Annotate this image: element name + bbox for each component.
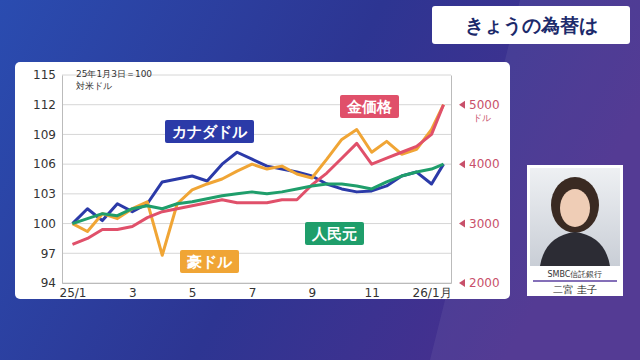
tick: 109 (33, 128, 62, 142)
grid-line (62, 134, 451, 135)
tick-label: 5000 (469, 98, 500, 112)
grid-line (62, 223, 451, 224)
y2-axis: 2000 3000 4000 5000 (451, 76, 500, 291)
series-label-text: 金価格 (346, 98, 393, 116)
tick: 9 (309, 283, 317, 300)
tick-label: 2000 (469, 276, 500, 290)
series-label-box (180, 250, 239, 273)
series-label: 金価格 (340, 95, 399, 118)
tick: 5 (189, 283, 197, 300)
tick: 3 (129, 283, 137, 300)
series-line (72, 105, 443, 256)
tick-label: 9 (309, 286, 317, 300)
speaker-hair (551, 177, 599, 233)
y-axis: 94 97 100 103 106 109 112 115 (33, 68, 62, 290)
series-label: 人民元 (305, 222, 364, 245)
chart-panel (15, 62, 510, 299)
tick-label: 103 (33, 187, 56, 201)
series-labels: カナダドル豪ドル 金価格人民元 (165, 95, 399, 273)
speaker-face (560, 189, 590, 227)
series-label: カナダドル (165, 120, 254, 143)
y2-axis-title: ドル (473, 113, 491, 123)
tick: 3000 (451, 217, 500, 231)
chart-root: きょうの為替は 25/1 3 5 7 9 11 26/1月 94 97 100 103 106 109 11… (0, 0, 640, 360)
background (0, 0, 640, 360)
y-axis-title: 対米ドル (76, 81, 112, 91)
tick: 115 (33, 68, 62, 82)
tick: 26/1月 (413, 283, 452, 300)
tick-label: 94 (41, 276, 56, 290)
axis-line (62, 76, 63, 284)
tick-label: 7 (249, 286, 257, 300)
tick: 97 (41, 247, 62, 261)
series-label-text: 豪ドル (186, 253, 233, 271)
speaker-company: SMBC信託銀行 (548, 270, 603, 279)
tick: 4000 (451, 157, 500, 171)
axis-line (63, 283, 452, 284)
tick: 2000 (451, 276, 500, 290)
tick-label: 3 (129, 286, 137, 300)
x-axis: 25/1 3 5 7 9 11 26/1月 (59, 283, 451, 300)
tick-label: 3000 (469, 217, 500, 231)
y2-tick-pointers (459, 101, 465, 287)
tick: 7 (249, 283, 257, 300)
grid (62, 75, 451, 283)
tick: 5000 (451, 98, 500, 112)
tick-label: 112 (33, 98, 56, 112)
speaker-divider (533, 280, 617, 282)
tick-pointer (459, 101, 465, 109)
grid-line (62, 283, 451, 284)
tick-label: 106 (33, 157, 56, 171)
tick: 106 (33, 157, 62, 171)
tick: 94 (41, 276, 62, 290)
tick-label: 100 (33, 217, 56, 231)
tick: 11 (365, 283, 380, 300)
tick: 112 (33, 98, 62, 112)
series-line (72, 164, 443, 223)
series-label-box (305, 222, 364, 245)
series-label-box (165, 120, 254, 143)
header-box (432, 6, 630, 44)
series-label-box (340, 95, 399, 118)
tick-label: 25/1 (59, 286, 86, 300)
speaker-photo (530, 168, 620, 266)
tick: 25/1 (59, 283, 86, 300)
tick-label: 4000 (469, 157, 500, 171)
header-title: きょうの為替は (465, 14, 598, 37)
speaker-body (540, 232, 610, 266)
tick-label: 5 (189, 286, 197, 300)
series-label-text: カナダドル (172, 123, 248, 141)
speaker-panel: SMBC信託銀行二宮 圭子 (527, 165, 623, 296)
tick-pointer (459, 279, 465, 287)
tick-pointer (459, 160, 465, 168)
tick-label: 115 (33, 68, 56, 82)
grid-line (62, 253, 451, 254)
tick: 100 (33, 217, 62, 231)
axis-line (451, 76, 452, 284)
tick-pointer (459, 220, 465, 228)
speaker-name: 二宮 圭子 (553, 284, 596, 295)
tick: 103 (33, 187, 62, 201)
series-line (72, 105, 443, 245)
tick-label: 109 (33, 128, 56, 142)
speaker-frame (527, 165, 623, 296)
tick-label: 26/1月 (413, 286, 452, 300)
series-label-text: 人民元 (311, 225, 357, 243)
plot-area (72, 105, 443, 256)
series-label: 豪ドル (180, 250, 239, 273)
subtitle: 25年1月3日＝100 (76, 69, 152, 79)
tick-label: 11 (365, 286, 380, 300)
tick-label: 97 (41, 247, 56, 261)
